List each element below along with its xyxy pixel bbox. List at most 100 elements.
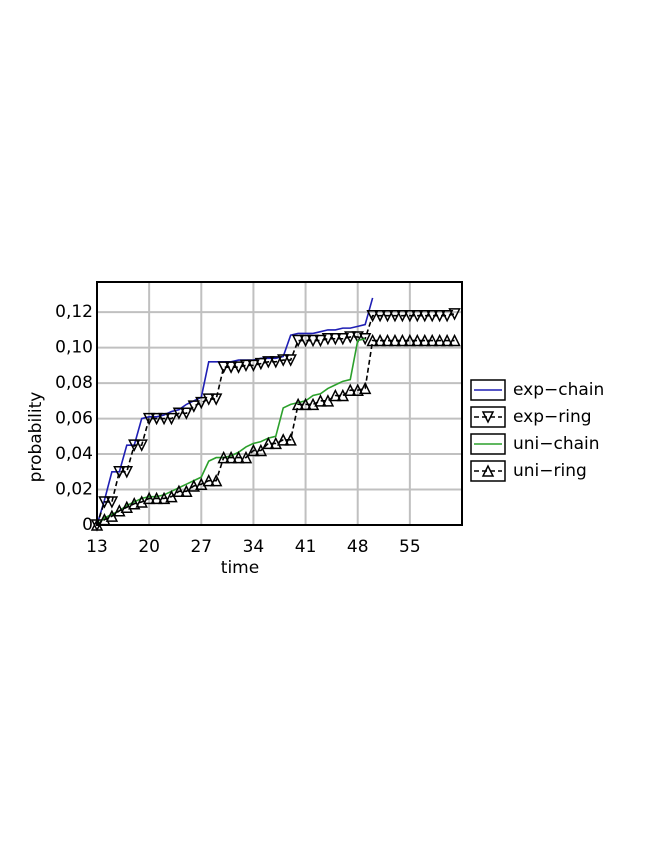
marker [254,443,268,457]
marker [157,412,171,426]
marker [336,333,350,346]
legend-label: uni−chain [513,434,600,454]
marker [142,491,156,505]
marker [150,412,163,426]
marker [284,354,297,367]
marker [202,393,215,406]
marker [321,333,335,346]
marker [157,491,171,505]
marker [165,412,178,426]
marker [120,466,134,479]
marker [373,309,387,323]
marker [299,334,312,348]
marker [388,309,402,323]
x-tick-label: 41 [295,537,317,557]
legend-marker [481,464,495,477]
marker [217,361,230,374]
y-tick-label: 0,04 [55,444,93,464]
marker [172,407,186,420]
series-line [96,339,455,526]
marker [425,309,439,323]
marker [254,357,268,371]
x-tick-label: 55 [399,537,421,557]
marker [396,309,409,323]
legend-key-box [470,460,506,482]
marker [187,479,201,492]
marker [217,450,230,464]
marker [373,333,387,347]
marker [187,400,201,413]
marker [142,412,156,426]
legend-label: exp−ring [513,407,592,427]
series-line [96,313,455,526]
marker [98,496,111,509]
marker [262,436,275,450]
marker [314,394,327,407]
marker [150,491,163,505]
marker [433,309,446,323]
marker [277,354,290,367]
y-tick-label: 0,08 [55,373,93,393]
marker [277,433,290,446]
x-tick-label: 13 [86,537,108,557]
marker [418,309,431,323]
marker [291,397,305,411]
y-tick-label: 0,12 [55,302,93,322]
marker [440,309,454,323]
marker [403,333,417,347]
marker [269,356,282,369]
marker [299,397,312,411]
marker [247,359,260,373]
marker [202,473,215,487]
legend-marker [481,411,495,424]
plot-frame [96,281,463,526]
legend-label: uni−ring [513,461,587,481]
marker [366,309,379,323]
x-tick-label: 27 [190,537,212,557]
marker [224,361,238,374]
marker [344,331,357,344]
marker [209,393,223,406]
marker [232,450,245,464]
marker [448,333,461,347]
legend-label: exp−chain [513,380,604,400]
marker [195,396,208,410]
marker [247,443,260,457]
marker [128,497,141,510]
marker [344,383,357,396]
x-tick-label: 48 [347,537,369,557]
series-line [96,297,374,526]
marker [209,473,223,487]
y-tick-label: 0,02 [55,480,93,500]
marker [425,333,439,347]
y-tick-label: 0,06 [55,409,93,429]
marker [396,333,409,347]
marker [239,450,253,464]
marker [351,383,364,396]
marker [291,334,305,348]
marker [284,433,297,446]
marker [239,359,253,373]
marker [418,333,431,347]
marker [366,333,379,347]
x-axis-label: time [221,558,259,578]
marker [128,439,141,452]
x-tick-label: 20 [138,537,160,557]
y-tick-label: 0,10 [55,338,93,358]
marker [135,439,148,452]
marker [381,333,394,347]
marker [448,308,461,321]
marker [433,333,446,347]
marker [411,333,424,347]
marker [403,309,417,323]
marker [388,333,402,347]
marker [180,407,193,420]
y-axis-label: probability [26,392,46,483]
x-tick-label: 34 [243,537,265,557]
y-tick-label: 0 [82,515,93,535]
marker [172,484,186,498]
marker [306,334,320,348]
marker [411,309,424,323]
